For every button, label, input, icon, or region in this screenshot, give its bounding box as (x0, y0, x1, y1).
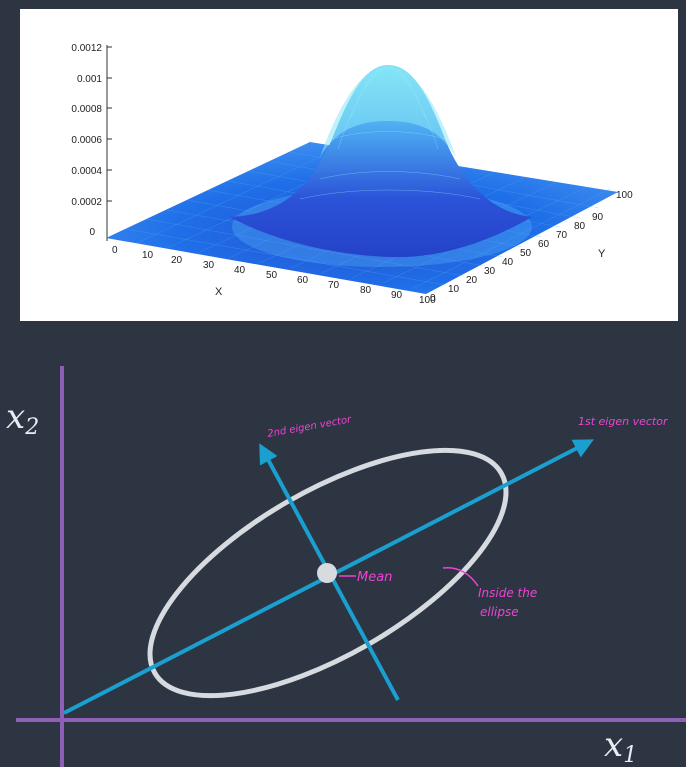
x-tick-label: 20 (171, 255, 183, 266)
gaussian-surface-plot: 0.0012 0.001 0.0008 0.0006 0.0004 0.0002… (20, 9, 678, 321)
x-tick-label: 0 (112, 245, 118, 256)
x-tick-label: 70 (328, 280, 340, 291)
z-tick-label: 0.001 (77, 74, 102, 85)
y-tick-label: 60 (538, 239, 550, 250)
y-tick-label: 20 (466, 275, 478, 286)
z-tick-label: 0.0012 (71, 43, 102, 54)
x-axis-label: X (215, 286, 223, 298)
y-tick-label: 70 (556, 230, 568, 241)
y-axis-subscript: 2 (24, 415, 39, 440)
inside-ellipse-label-line1: Inside the (478, 586, 537, 600)
x-tick-label: 60 (297, 275, 309, 286)
inside-ellipse-label-line2: ellipse (480, 605, 519, 619)
inside-ellipse-pointer (442, 566, 479, 587)
x-tick-label: 80 (360, 285, 372, 296)
y-tick-label: 0 (430, 293, 436, 304)
peak-mesh (299, 66, 481, 200)
x-tick-label: 40 (234, 265, 246, 276)
diagram-svg: x2 x1 Mean 1st eigen vector 2nd eigen ve… (6, 366, 686, 767)
y-tick-label: 40 (502, 257, 514, 268)
eigenvector-diagram: x2 x1 Mean 1st eigen vector 2nd eigen ve… (0, 330, 686, 767)
z-tick-label: 0.0002 (71, 197, 102, 208)
y-tick-label: 100 (616, 190, 633, 201)
y-axis-symbol: x (6, 397, 25, 437)
mean-label: Mean (357, 570, 392, 585)
y-axis-label: Y (598, 248, 606, 260)
z-tick-label: 0.0006 (71, 135, 102, 146)
x-axis-label: x1 (604, 725, 637, 767)
x-tick-label: 50 (266, 270, 278, 281)
y-tick-label: 80 (574, 221, 586, 232)
z-tick-label: 0.0008 (71, 104, 102, 115)
y-axis-label: x2 (6, 397, 39, 440)
y-tick-label: 10 (448, 284, 460, 295)
z-tick-label: 0 (89, 227, 95, 238)
x-tick-label: 90 (391, 290, 403, 301)
surface-plot-svg: 0.0012 0.001 0.0008 0.0006 0.0004 0.0002… (71, 43, 633, 306)
x-axis-subscript: 1 (623, 743, 637, 767)
gaussian-peak (230, 65, 532, 258)
x-tick-label: 10 (142, 250, 154, 261)
x-axis-symbol: x (604, 725, 623, 765)
z-tick-label: 0.0004 (71, 166, 102, 177)
x-tick-label: 100 (419, 295, 436, 306)
x-tick-label: 30 (203, 260, 215, 271)
mean-point (317, 563, 337, 583)
z-axis-ticks (107, 46, 112, 202)
second-eigenvector-label: 2nd eigen vector (267, 414, 353, 440)
y-tick-label: 90 (592, 212, 604, 223)
y-tick-label: 30 (484, 266, 496, 277)
gaussian-peak-highlight (320, 66, 456, 157)
first-eigenvector-label: 1st eigen vector (578, 415, 669, 428)
y-tick-label: 50 (520, 248, 532, 259)
